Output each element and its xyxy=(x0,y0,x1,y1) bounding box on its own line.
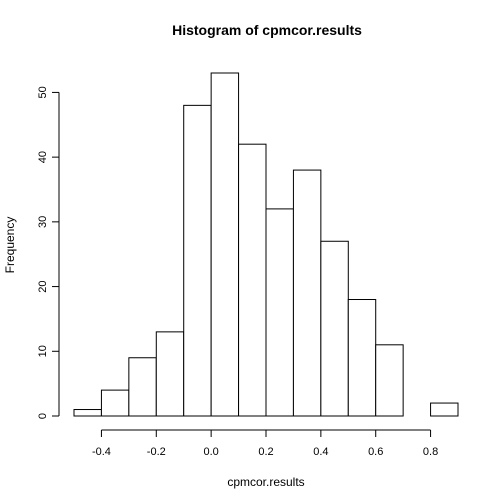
x-tick-label: 0.6 xyxy=(368,446,383,458)
histogram-bar xyxy=(375,344,404,417)
histogram-bar xyxy=(238,143,267,417)
histogram-bar xyxy=(430,402,459,417)
y-axis-label: Frequency xyxy=(3,217,17,274)
x-tick-label: 0.0 xyxy=(203,446,218,458)
y-tick-label: 40 xyxy=(37,151,49,163)
y-tick-label: 0 xyxy=(37,413,49,419)
bars-group xyxy=(73,72,459,417)
x-tick-label: 0.4 xyxy=(313,446,328,458)
y-tick-label: 20 xyxy=(37,280,49,292)
y-tick-label: 50 xyxy=(37,86,49,98)
histogram-bar xyxy=(100,389,130,417)
y-tick-label: 30 xyxy=(37,216,49,228)
histogram-bar xyxy=(292,169,322,417)
histogram-bar xyxy=(320,240,349,417)
x-tick-label: -0.4 xyxy=(92,446,111,458)
x-tick-label: -0.2 xyxy=(147,446,166,458)
x-axis-label: cpmcor.results xyxy=(227,475,304,489)
x-tick-label: 0.8 xyxy=(423,446,438,458)
histogram-bar xyxy=(347,299,377,417)
x-axis: -0.4 -0.2 0.0 0.2 0.4 0.6 0.8 xyxy=(92,429,438,458)
histogram-bar xyxy=(73,409,102,417)
y-axis: 0 10 20 30 40 50 xyxy=(37,86,60,419)
histogram-bar xyxy=(265,208,294,417)
histogram-bar xyxy=(183,104,212,417)
x-tick-label: 0.2 xyxy=(258,446,273,458)
histogram-bar xyxy=(155,331,185,417)
chart-title: Histogram of cpmcor.results xyxy=(172,22,362,38)
y-tick-label: 10 xyxy=(37,345,49,357)
histogram-bar xyxy=(210,72,240,417)
histogram-bar xyxy=(128,357,157,417)
